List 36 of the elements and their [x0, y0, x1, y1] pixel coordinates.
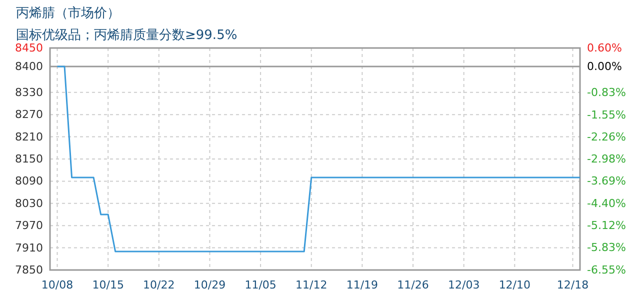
y-tick-label: 8400 [15, 60, 43, 74]
y-tick-label: 8330 [15, 86, 43, 99]
y2-tick-label: 0.60% [587, 42, 622, 55]
y-tick-label: 8030 [15, 196, 43, 210]
y-tick-label: 8270 [15, 108, 43, 122]
y-tick-label: 8450 [15, 42, 43, 55]
x-tick-label: 11/12 [296, 278, 328, 292]
chart-subtitle: 国标优级品；丙烯腈质量分数≥99.5% [16, 28, 238, 43]
x-tick-label: 11/05 [244, 278, 276, 292]
x-tick-label: 10/08 [41, 278, 74, 292]
y2-tick-label: -0.83% [587, 86, 626, 99]
x-tick-label: 10/22 [143, 278, 175, 292]
y2-tick-label: -6.55% [587, 264, 626, 277]
y2-tick-label: -3.69% [587, 174, 626, 188]
y-tick-label: 8150 [15, 152, 43, 166]
y-tick-label: 8210 [15, 130, 43, 144]
x-tick-label: 12/10 [498, 278, 531, 292]
y2-tick-label: 0.00% [587, 60, 622, 74]
y2-tick-label: -1.55% [587, 108, 626, 122]
y-tick-label: 8090 [15, 174, 43, 188]
y2-tick-label: -2.26% [587, 130, 626, 144]
chart-title: 丙烯腈（市场价） [16, 6, 120, 21]
line-series [56, 66, 581, 252]
y2-tick-label: -5.83% [587, 241, 626, 254]
x-tick-label: 10/15 [92, 278, 124, 292]
x-tick-label: 11/26 [397, 278, 429, 292]
x-tick-label: 12/03 [448, 278, 480, 292]
x-tick-label: 12/18 [556, 278, 589, 292]
y2-tick-label: -5.12% [587, 219, 626, 232]
y2-tick-label: -4.40% [587, 196, 626, 210]
y2-tick-label: -2.98% [587, 152, 626, 166]
y-tick-label: 7970 [15, 219, 43, 232]
y-tick-label: 7910 [15, 241, 43, 254]
x-tick-label: 10/29 [194, 278, 226, 292]
x-tick-label: 11/19 [346, 278, 378, 292]
y-tick-label: 7850 [15, 264, 43, 277]
